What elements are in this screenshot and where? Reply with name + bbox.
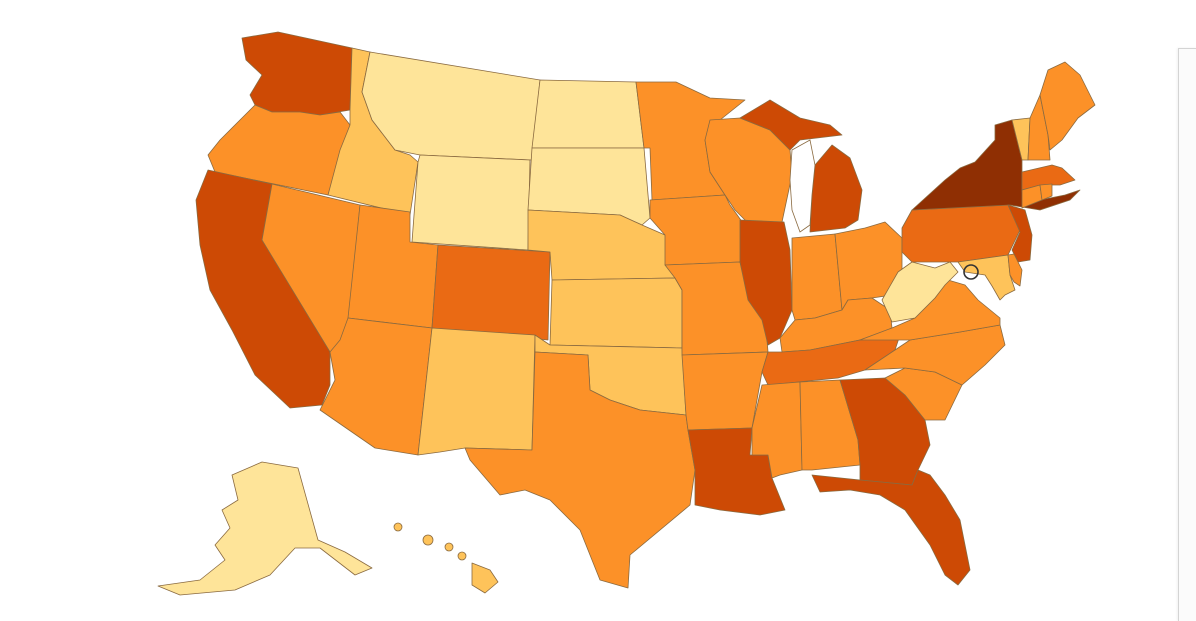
state-mi-lower[interactable] [809,144,863,233]
state-fl[interactable] [811,469,971,586]
state-pa[interactable] [901,204,1021,263]
lake-michigan [789,139,816,233]
state-tx[interactable] [464,351,696,589]
state-ak[interactable] [157,461,373,596]
state-in[interactable] [791,233,843,321]
state-wa[interactable] [241,31,353,116]
state-il[interactable] [739,219,793,346]
dc-marker-icon[interactable] [963,264,979,280]
state-mi[interactable] [739,99,843,151]
side-panel-edge [1178,48,1196,621]
state-la[interactable] [687,427,786,516]
state-de[interactable] [1007,253,1023,287]
state-nj[interactable] [1007,204,1033,263]
state-nc[interactable] [864,324,1006,386]
state-ks[interactable] [549,277,683,349]
state-nm[interactable] [417,327,536,456]
state-va[interactable] [859,279,1001,341]
state-hi[interactable] [393,522,499,594]
state-nd[interactable] [531,79,645,149]
state-ri[interactable] [1039,183,1053,201]
state-wv[interactable] [881,261,959,323]
state-co[interactable] [431,244,551,341]
state-me[interactable] [1039,61,1096,151]
state-wy[interactable] [411,154,531,251]
state-nh[interactable] [1027,94,1051,161]
